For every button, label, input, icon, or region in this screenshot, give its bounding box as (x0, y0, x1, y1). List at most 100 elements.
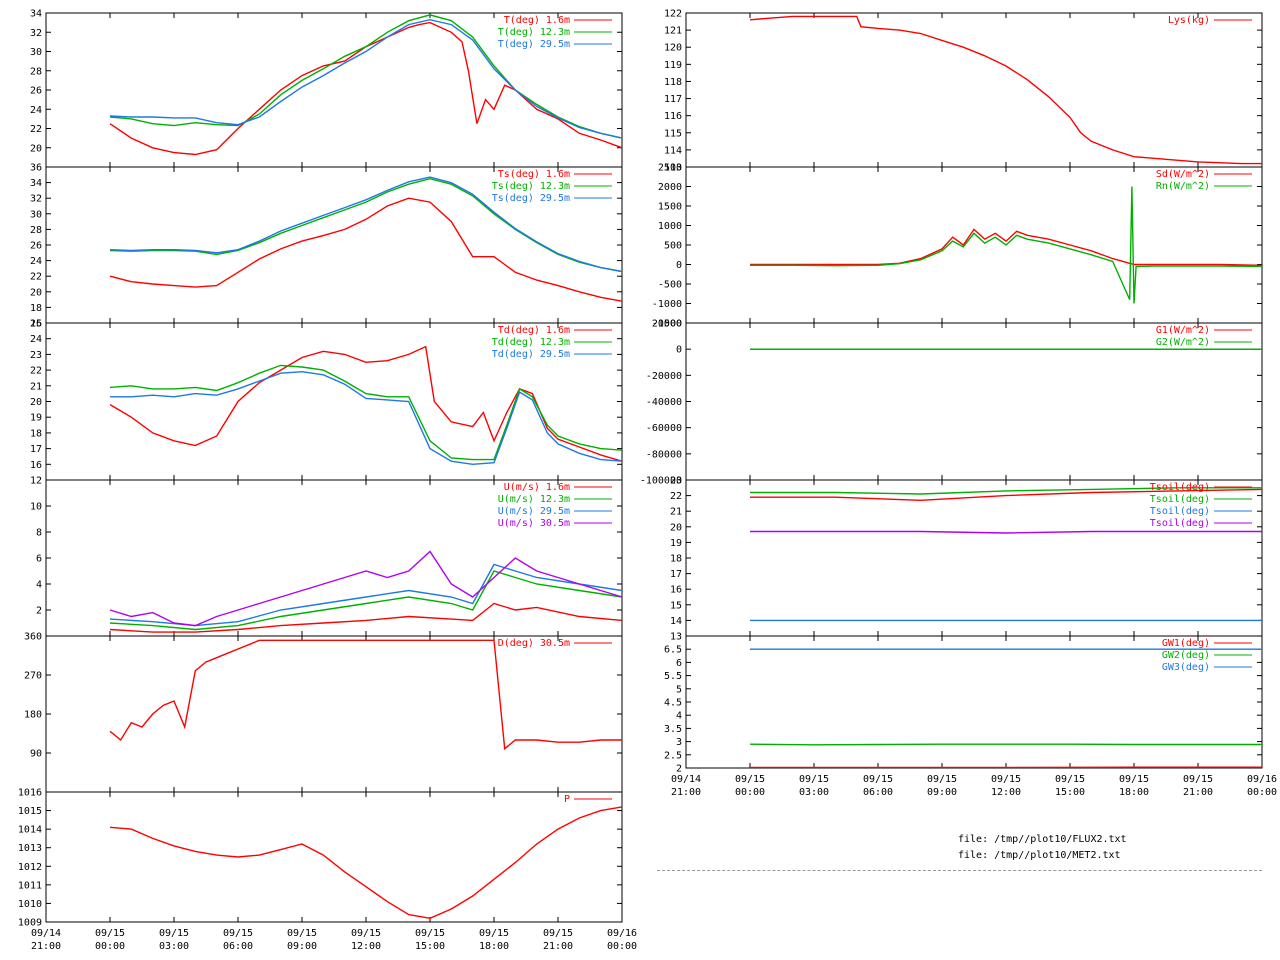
x-tick-time-label: 09:00 (287, 941, 317, 952)
plot-frame (45, 635, 623, 793)
x-tick-date-label: 09/15 (927, 774, 957, 785)
legend-label: Td(deg) 12.3m (492, 337, 570, 348)
plot-frame (45, 791, 623, 923)
y-tick-label: 4 (676, 711, 682, 722)
legend-label: Ts(deg) 29.5m (492, 193, 570, 204)
y-tick-label: 23 (670, 476, 682, 487)
y-tick-label: -40000 (646, 397, 682, 408)
y-tick-label: -20000 (646, 371, 682, 382)
y-tick-label: 0 (676, 345, 682, 356)
y-tick-label: 1000 (658, 221, 682, 232)
y-tick-label: 1500 (658, 202, 682, 213)
legend-label: T(deg) 1.6m (504, 15, 570, 26)
legend-label: T(deg) 12.3m (498, 27, 570, 38)
y-tick-label: 22 (30, 124, 42, 135)
x-tick-time-label: 21:00 (31, 941, 61, 952)
legend-label: Ts(deg) 1.6m (498, 169, 570, 180)
x-tick-date-label: 09/15 (415, 928, 445, 939)
y-tick-label: 6 (36, 554, 42, 565)
y-tick-label: 17 (30, 444, 42, 455)
legend-label: GW3(deg) (1162, 662, 1210, 673)
y-tick-label: 1013 (18, 843, 42, 854)
x-tick-date-label: 09/15 (223, 928, 253, 939)
y-tick-label: 4.5 (664, 698, 682, 709)
x-tick-date-label: 09/15 (735, 774, 765, 785)
legend-label: Ts(deg) 12.3m (492, 181, 570, 192)
x-tick-time-label: 00:00 (95, 941, 125, 952)
y-tick-label: 1014 (18, 825, 42, 836)
y-tick-label: 30 (30, 209, 42, 220)
y-tick-label: 117 (664, 94, 682, 105)
y-tick-label: 3 (676, 737, 682, 748)
y-tick-label: -500 (658, 280, 682, 291)
x-tick-date-label: 09/15 (287, 928, 317, 939)
x-tick-time-label: 06:00 (863, 787, 893, 798)
series-line-2 (109, 176, 622, 273)
series-line-1 (749, 743, 1262, 746)
y-tick-label: 0 (676, 260, 682, 271)
y-tick-label: 119 (664, 60, 682, 71)
y-tick-label: 5.5 (664, 671, 682, 682)
series-line-0 (109, 806, 622, 920)
x-tick-time-label: 15:00 (415, 941, 445, 952)
legend-label: GW2(deg) (1162, 650, 1210, 661)
x-tick-time-label: 00:00 (1247, 787, 1277, 798)
y-tick-label: 22 (30, 272, 42, 283)
series-line-0 (109, 639, 622, 751)
y-tick-label: 114 (664, 145, 682, 156)
separator-line (657, 870, 1262, 871)
y-tick-label: 118 (664, 77, 682, 88)
y-tick-label: 19 (670, 538, 682, 549)
y-tick-label: 6 (676, 658, 682, 669)
y-tick-label: 1011 (18, 880, 42, 891)
y-tick-label: 13 (670, 632, 682, 643)
y-tick-label: -1000 (652, 299, 682, 310)
legend-label: G2(W/m^2) (1156, 337, 1210, 348)
legend-label: P (564, 794, 570, 805)
y-tick-label: 16 (30, 460, 42, 471)
y-tick-label: -80000 (646, 449, 682, 460)
y-tick-label: 21 (670, 507, 682, 518)
legend-label: U(m/s) 30.5m (498, 518, 570, 529)
legend-label: D(deg) 30.5m (498, 638, 570, 649)
x-tick-time-label: 12:00 (351, 941, 381, 952)
y-tick-label: -100000 (640, 476, 682, 487)
legend-label: T(deg) 29.5m (498, 39, 570, 50)
y-tick-label: 30 (30, 47, 42, 58)
y-tick-label: 121 (664, 26, 682, 37)
y-tick-label: 24 (30, 334, 42, 345)
chart-panel-7: -1500 -1000 -500 0 500 1000 1500 2000 2500 Sd(W/m… (652, 163, 1263, 330)
chart-panel-0: 20 22 24 26 28 30 32 34 T(deg) 1.6mT(deg) 12.3mT… (30, 9, 623, 168)
y-tick-label: 360 (24, 632, 42, 643)
chart-panel-9: 1314151617181920212223Tsoil(deg)Tsoil(de… (670, 476, 1263, 643)
flux-file-label: file: /tmp//plot10/FLUX2.txt (958, 834, 1127, 845)
y-tick-label: 120 (664, 43, 682, 54)
legend-label: Td(deg) 1.6m (498, 325, 570, 336)
x-tick-time-label: 15:00 (1055, 787, 1085, 798)
series-line-1 (109, 570, 622, 631)
y-tick-label: 1009 (18, 918, 42, 929)
y-tick-label: 115 (664, 128, 682, 139)
x-tick-date-label: 09/15 (1183, 774, 1213, 785)
y-tick-label: 34 (30, 9, 42, 20)
y-tick-label: 6.5 (664, 645, 682, 656)
y-tick-label: 26 (30, 86, 42, 97)
legend-label: Rn(W/m^2) (1156, 181, 1210, 192)
y-tick-label: 5 (676, 684, 682, 695)
y-tick-label: 20 (30, 287, 42, 298)
x-tick-time-label: 21:00 (1183, 787, 1213, 798)
y-tick-label: 12 (30, 476, 42, 487)
x-tick-date-label: 09/15 (863, 774, 893, 785)
y-tick-label: 20 (670, 522, 682, 533)
legend-label: U(m/s) 29.5m (498, 506, 570, 517)
y-tick-label: 17 (670, 569, 682, 580)
series-line-0 (749, 15, 1262, 165)
chart-panel-5: 1009 1010 1011 1012 1013 1014 1015 1016 P 09/14 21… (18, 788, 637, 953)
legend-label: GW1(deg) (1162, 638, 1210, 649)
y-tick-label: -1500 (652, 319, 682, 330)
x-tick-date-label: 09/15 (351, 928, 381, 939)
chart-panel-4: 90 180 270 360 D(deg) 30.5m (24, 632, 623, 793)
x-tick-date-label: 09/14 (671, 774, 701, 785)
